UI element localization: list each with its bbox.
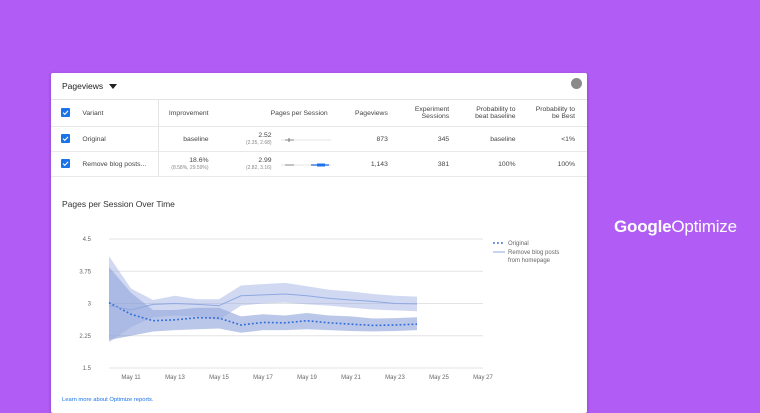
x-tick-label: May 17 bbox=[253, 375, 273, 381]
col-best-label: Probability to be Best bbox=[535, 106, 575, 120]
check-icon bbox=[62, 110, 69, 116]
improvement-value: baseline bbox=[158, 126, 209, 152]
y-axis-ticks: 4.5 3.75 3 2.25 1.5 bbox=[79, 237, 91, 372]
pps-interval-plot bbox=[280, 138, 331, 142]
metric-dropdown[interactable]: Pageviews bbox=[62, 81, 118, 91]
row-checkbox-cell bbox=[51, 151, 81, 177]
pageviews-value: 1,143 bbox=[327, 151, 388, 177]
x-tick-label: May 13 bbox=[165, 375, 185, 381]
x-tick-label: May 15 bbox=[209, 375, 229, 381]
select-all-cell bbox=[51, 100, 81, 127]
pps-range: (2.82, 3.16) bbox=[245, 165, 272, 171]
sessions-value: 345 bbox=[387, 126, 450, 152]
col-pages-per-session[interactable]: Pages per Session bbox=[208, 100, 328, 127]
pageviews-value: 873 bbox=[327, 126, 388, 152]
avatar[interactable] bbox=[571, 78, 582, 89]
best-value: <1% bbox=[515, 126, 587, 152]
col-pageviews[interactable]: Pageviews bbox=[327, 100, 388, 127]
series-lines bbox=[108, 293, 418, 327]
row-checkbox-cell bbox=[51, 126, 81, 152]
y-tick-label: 3.75 bbox=[79, 269, 91, 275]
row-checkbox[interactable] bbox=[61, 134, 71, 143]
metric-dropdown-label: Pageviews bbox=[62, 81, 104, 91]
check-icon bbox=[62, 136, 69, 142]
variant-name[interactable]: Remove blog posts... bbox=[80, 151, 159, 177]
pps-interval-plot bbox=[280, 163, 331, 167]
col-experiment-sessions[interactable]: Experiment Sessions bbox=[387, 100, 450, 127]
caret-down-icon bbox=[109, 83, 118, 89]
col-variant[interactable]: Variant bbox=[80, 100, 159, 127]
improvement-text: 18.6% bbox=[189, 157, 209, 164]
sessions-value: 381 bbox=[387, 151, 450, 177]
y-tick-label: 1.5 bbox=[83, 366, 92, 372]
x-tick-label: May 21 bbox=[341, 375, 361, 381]
col-beat-label: Probability to beat baseline bbox=[475, 106, 516, 120]
chart-legend: Original Remove blog posts from homepage bbox=[493, 241, 559, 264]
pps-value: 2.99 bbox=[258, 157, 272, 164]
line-variant bbox=[108, 293, 418, 311]
results-table: Variant Improvement Pages per Session Pa… bbox=[51, 100, 587, 177]
y-tick-label: 2.25 bbox=[79, 334, 91, 340]
legend-label: Remove blog posts bbox=[508, 250, 559, 256]
beat-baseline-value: 100% bbox=[449, 151, 516, 177]
variant-name[interactable]: Original bbox=[80, 126, 159, 152]
x-tick-label: May 23 bbox=[385, 375, 405, 381]
improvement-text: baseline bbox=[183, 135, 209, 143]
y-tick-label: 3 bbox=[88, 302, 92, 308]
confidence-bands bbox=[109, 256, 417, 343]
pps-range: (2.35, 2.68) bbox=[245, 140, 272, 146]
row-checkbox[interactable] bbox=[61, 159, 71, 168]
x-tick-label: May 25 bbox=[429, 375, 449, 381]
col-probability-best[interactable]: Probability to be Best bbox=[515, 100, 587, 127]
x-tick-label: May 19 bbox=[297, 375, 317, 381]
brand-word-google: Google bbox=[614, 217, 672, 236]
col-probability-beat-baseline[interactable]: Probability to beat baseline bbox=[449, 100, 516, 127]
x-tick-label: May 27 bbox=[473, 375, 493, 381]
band-original bbox=[109, 266, 417, 341]
beat-baseline-value: baseline bbox=[449, 126, 516, 152]
col-improvement[interactable]: Improvement bbox=[158, 100, 209, 127]
brand-word-optimize: Optimize bbox=[671, 217, 737, 236]
table-row[interactable]: Remove blog posts... 18.6% (8.58%, 29.59… bbox=[51, 151, 587, 177]
learn-more-link[interactable]: Learn more about Optimize reports. bbox=[62, 397, 154, 403]
brand-logo: GoogleOptimize bbox=[614, 217, 737, 237]
check-icon bbox=[62, 161, 69, 167]
improvement-range: (8.58%, 29.59%) bbox=[171, 165, 209, 171]
improvement-value: 18.6% (8.58%, 29.59%) bbox=[158, 151, 209, 177]
pages-per-session-chart: 4.5 3.75 3 2.25 1.5 May 11 May 13 May 15 May 17… bbox=[79, 237, 559, 381]
col-experiment-sessions-label: Experiment Sessions bbox=[414, 106, 450, 120]
band-variant bbox=[109, 256, 417, 343]
best-value: 100% bbox=[515, 151, 587, 177]
pps-value-block: 2.99 (2.82, 3.16) bbox=[209, 157, 272, 171]
pps-cell: 2.52 (2.35, 2.68) bbox=[208, 126, 331, 152]
experiment-report-card: Pageviews Variant Improvement Pages per … bbox=[51, 73, 587, 413]
x-tick-label: May 11 bbox=[121, 375, 141, 381]
legend-label: Original bbox=[508, 241, 529, 247]
x-axis-ticks: May 11 May 13 May 15 May 17 May 19 May 21 May … bbox=[121, 375, 493, 381]
pps-value-block: 2.52 (2.35, 2.68) bbox=[209, 132, 272, 146]
report-header: Pageviews bbox=[51, 73, 587, 100]
chart-title: Pages per Session Over Time bbox=[62, 199, 175, 209]
select-all-checkbox[interactable] bbox=[61, 108, 71, 117]
table-header-row: Variant Improvement Pages per Session Pa… bbox=[51, 100, 587, 127]
table-row[interactable]: Original baseline 2.52 (2.35, 2.68) 873 … bbox=[51, 126, 587, 152]
pps-value: 2.52 bbox=[258, 132, 272, 139]
pps-cell: 2.99 (2.82, 3.16) bbox=[208, 151, 331, 177]
legend-label: from homepage bbox=[508, 258, 551, 264]
y-tick-label: 4.5 bbox=[83, 237, 92, 243]
